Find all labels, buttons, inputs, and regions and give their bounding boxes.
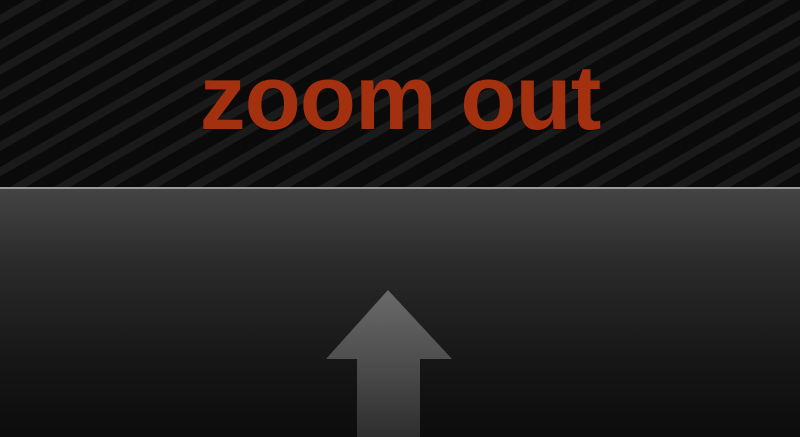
arrow-up-icon[interactable] bbox=[326, 290, 452, 437]
top-banner: zoom out bbox=[0, 0, 800, 188]
banner-title: zoom out bbox=[199, 47, 602, 149]
divider bbox=[0, 187, 800, 189]
